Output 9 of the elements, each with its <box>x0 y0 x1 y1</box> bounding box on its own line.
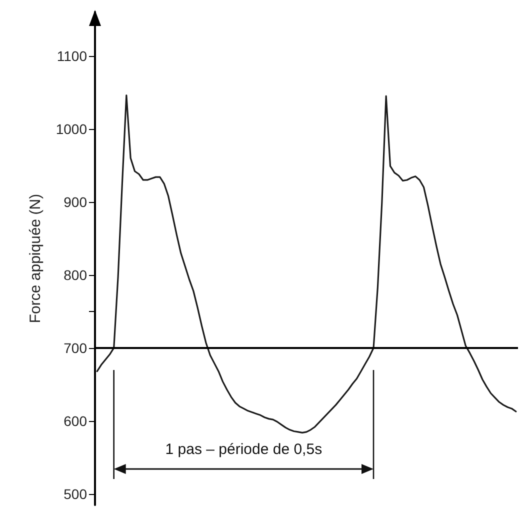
y-tick-label: 600 <box>64 413 88 430</box>
y-tick-label: 1000 <box>56 120 88 137</box>
annotation: 1 pas – période de 0,5s <box>165 441 322 458</box>
y-tick-label: 700 <box>64 340 88 356</box>
y-tick-label: 900 <box>64 194 88 210</box>
y-axis-title: Force appiquée (N) <box>27 194 44 324</box>
y-tick-label: 1100 <box>56 48 88 64</box>
y-tick-label: 500 <box>64 486 88 502</box>
y-tick-label: 800 <box>64 266 88 283</box>
